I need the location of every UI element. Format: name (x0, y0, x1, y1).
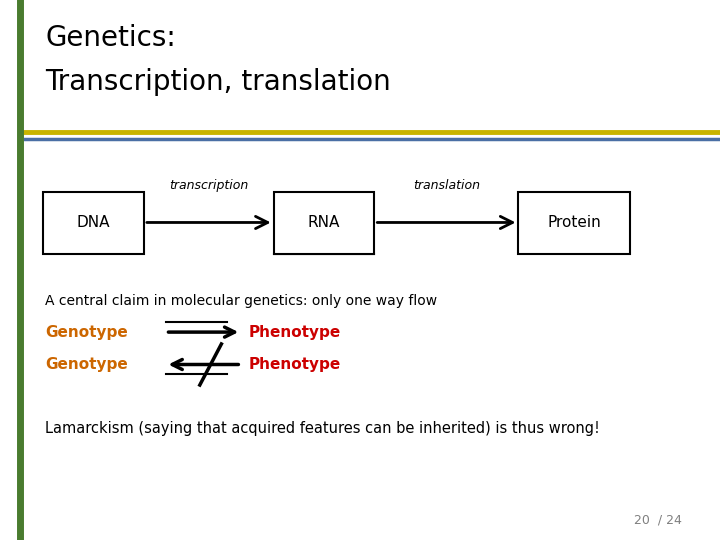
Text: Lamarckism (saying that acquired features can be inherited) is thus wrong!: Lamarckism (saying that acquired feature… (45, 421, 600, 436)
Text: Phenotype: Phenotype (248, 325, 341, 340)
Text: Genotype: Genotype (45, 325, 128, 340)
Text: Genetics:: Genetics: (45, 24, 176, 52)
Text: RNA: RNA (308, 215, 340, 230)
Text: Phenotype: Phenotype (248, 357, 341, 372)
Bar (518, 192, 630, 254)
Text: A central claim in molecular genetics: only one way flow: A central claim in molecular genetics: o… (45, 294, 438, 308)
Text: 20  / 24: 20 / 24 (634, 514, 681, 526)
Text: Protein: Protein (547, 215, 601, 230)
Bar (274, 192, 374, 254)
Text: Transcription, translation: Transcription, translation (45, 68, 391, 96)
Text: DNA: DNA (77, 215, 110, 230)
Text: Genotype: Genotype (45, 357, 128, 372)
Text: translation: translation (413, 179, 480, 192)
Text: transcription: transcription (169, 179, 248, 192)
Bar (43, 192, 144, 254)
